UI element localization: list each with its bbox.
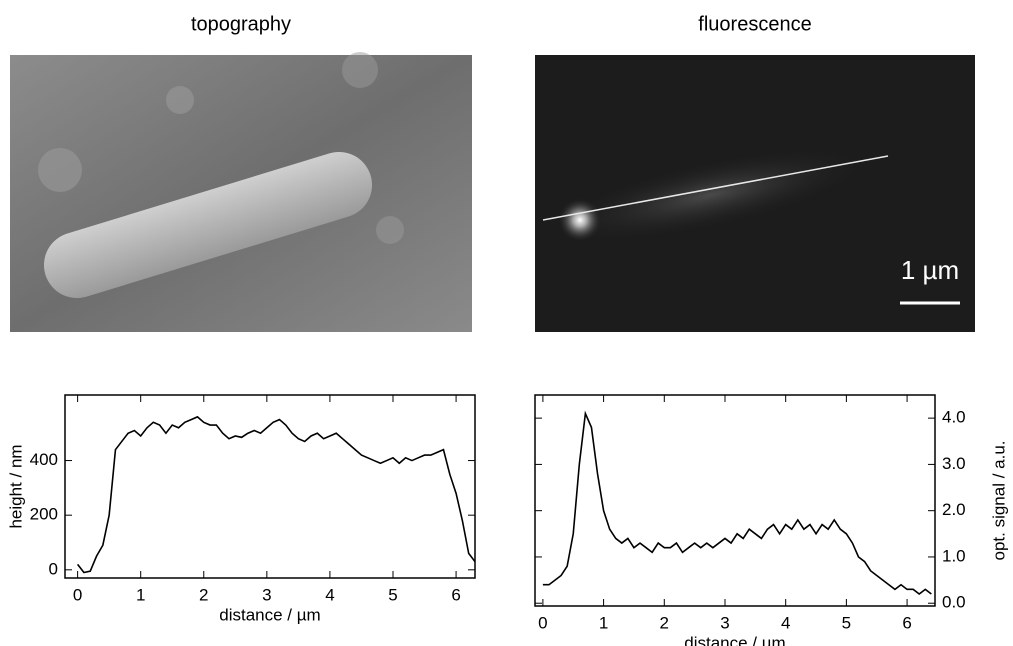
y-tick-label: 400	[30, 450, 58, 469]
y-tick-label: 0	[49, 559, 58, 578]
data-line	[76, 415, 476, 574]
x-tick-label: 2	[660, 613, 669, 632]
data-line	[542, 410, 932, 595]
x-tick-label: 5	[842, 613, 851, 632]
x-tick-label: 6	[902, 613, 911, 632]
x-tick-label: 5	[388, 585, 397, 604]
x-tick-label: 2	[199, 585, 208, 604]
plot-frame	[64, 394, 476, 579]
x-axis-label: distance / µm	[219, 605, 320, 624]
y-tick-label: 3.0	[942, 454, 966, 473]
y-tick-label: 0.0	[942, 593, 966, 612]
topography-image	[10, 52, 472, 332]
fluorescence-image: 1 µm	[535, 55, 975, 332]
y-tick-label: 4.0	[942, 408, 966, 427]
x-axis-label: distance / µm	[684, 633, 785, 646]
x-tick-label: 4	[781, 613, 790, 632]
scale-bar-label: 1 µm	[901, 255, 959, 285]
x-tick-label: 4	[325, 585, 334, 604]
x-tick-label: 0	[538, 613, 547, 632]
x-tick-label: 1	[136, 585, 145, 604]
plot-frame	[534, 394, 936, 607]
x-tick-label: 6	[451, 585, 460, 604]
y-tick-label: 200	[30, 505, 58, 524]
y-axis-label: height / nm	[6, 444, 25, 528]
x-tick-label: 0	[73, 585, 82, 604]
x-tick-label: 3	[262, 585, 271, 604]
y-axis-label: opt. signal / a.u.	[989, 440, 1008, 560]
x-tick-label: 1	[599, 613, 608, 632]
y-tick-label: 2.0	[942, 500, 966, 519]
x-tick-label: 3	[720, 613, 729, 632]
panel-title: topography	[191, 13, 291, 35]
y-tick-label: 1.0	[942, 546, 966, 565]
panel-title: fluorescence	[698, 13, 811, 35]
